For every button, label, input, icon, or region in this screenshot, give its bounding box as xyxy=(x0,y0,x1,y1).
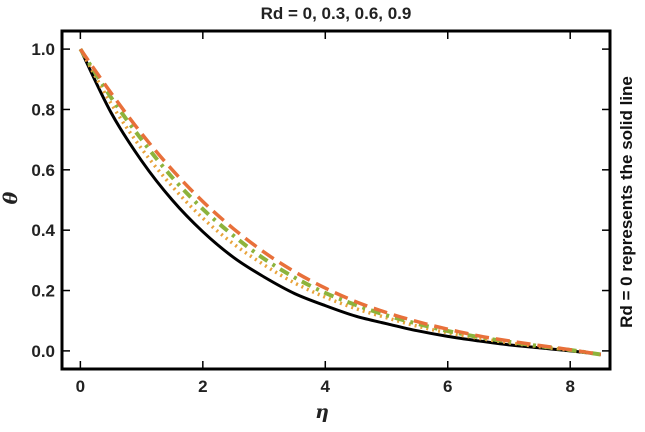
series-line-dashdot xyxy=(78,48,602,357)
y-tick-label: 0.6 xyxy=(31,161,55,180)
y-tick-label: 0.0 xyxy=(31,342,55,361)
y-tick-label: 0.2 xyxy=(31,282,55,301)
y-tick-label: 1.0 xyxy=(31,40,55,59)
series-line-solid xyxy=(79,48,601,356)
x-tick-label: 2 xyxy=(198,377,207,396)
y-axis: 0.0 0.2 0.4 0.6 0.8 1.0 xyxy=(31,40,610,361)
series-line-dashed xyxy=(78,48,602,357)
x-axis-label: η xyxy=(315,401,329,423)
chart-title: Rd = 0, 0.3, 0.6, 0.9 xyxy=(261,4,412,23)
side-note: Rd = 0 represents the solid line xyxy=(617,76,636,328)
y-axis-label: θ xyxy=(0,191,22,204)
plot-frame xyxy=(60,29,612,371)
y-tick-label: 0.4 xyxy=(31,221,55,240)
y-tick-label: 0.8 xyxy=(31,100,55,119)
x-tick-label: 0 xyxy=(76,377,85,396)
x-tick-label: 6 xyxy=(443,377,452,396)
x-tick-label: 4 xyxy=(321,377,331,396)
x-tick-label: 8 xyxy=(565,377,574,396)
x-axis: 0 2 4 6 8 xyxy=(76,31,575,396)
series-line-dotted xyxy=(78,48,602,357)
plot-area xyxy=(78,48,602,357)
